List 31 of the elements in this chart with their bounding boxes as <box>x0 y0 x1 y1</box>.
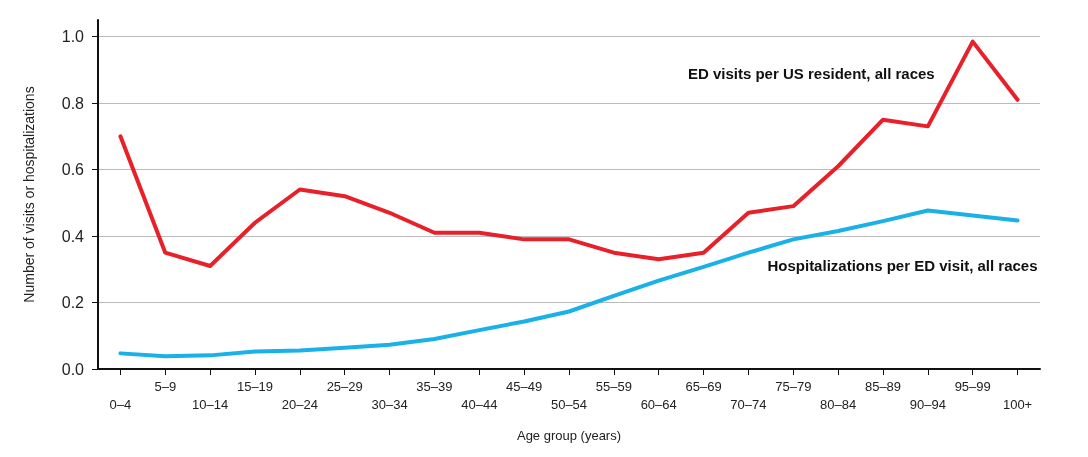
series-label: ED visits per US resident, all races <box>687 64 935 82</box>
x-axis-title: Age group (years) <box>516 428 622 443</box>
y-axis-title: Number of visits or hospitalizations <box>21 86 37 303</box>
y-tick-label: 0.2 <box>61 294 85 312</box>
y-tick-label: 0.0 <box>61 360 85 378</box>
x-tick-label: 15–19 <box>236 378 274 394</box>
series-label: Hospitalizations per ED visit, all races <box>767 257 1038 275</box>
x-tick-label: 85–89 <box>864 378 902 394</box>
x-tick-label: 90–94 <box>909 396 946 412</box>
x-tick-label: 5–9 <box>154 378 177 394</box>
x-tick-label: 30–34 <box>371 396 408 412</box>
y-tick-label: 0.8 <box>61 94 85 112</box>
x-tick-label: 100+ <box>1002 396 1033 412</box>
x-tick-label: 0–4 <box>109 396 132 412</box>
x-tick-label: 80–84 <box>820 396 857 412</box>
x-tick-label: 95–99 <box>954 378 991 394</box>
x-tick-label: 20–24 <box>281 396 318 412</box>
y-tick-label: 1.0 <box>61 28 85 46</box>
x-tick-label: 55–59 <box>595 378 632 394</box>
x-tick-label: 25–29 <box>326 378 363 394</box>
y-tick-label: 0.6 <box>61 161 85 179</box>
x-tick-label: 45–49 <box>506 378 543 394</box>
x-tick-label: 75–79 <box>775 378 812 394</box>
x-tick-label: 35–39 <box>416 378 453 394</box>
x-tick-label: 40–44 <box>461 396 498 412</box>
x-tick-label: 10–14 <box>192 396 229 412</box>
y-tick-label: 0.4 <box>61 227 85 245</box>
x-tick-label: 60–64 <box>640 396 677 412</box>
x-tick-label: 65–69 <box>685 378 722 394</box>
x-tick-label: 50–54 <box>550 396 588 412</box>
x-tick-label: 70–74 <box>730 396 767 412</box>
